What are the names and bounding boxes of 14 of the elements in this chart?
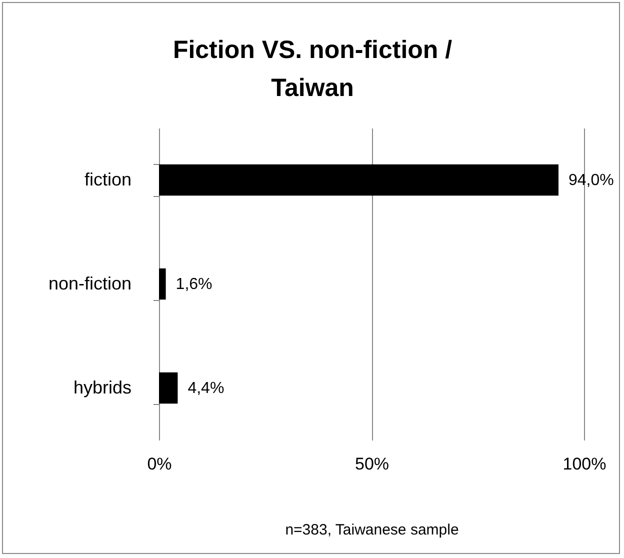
text: n=383, Taiwanese sample xyxy=(285,522,459,538)
x-tick-label: 0% xyxy=(147,454,172,474)
chart-title: Fiction VS. non-fiction / Taiwan xyxy=(172,36,452,102)
bar xyxy=(159,268,166,300)
y-tick-label: fiction xyxy=(84,170,132,190)
x-tick-label: 50% xyxy=(354,454,390,474)
data-label: 1,6% xyxy=(176,276,212,293)
data-label: 4,4% xyxy=(188,380,224,397)
bar xyxy=(159,372,178,404)
data-label: 94,0% xyxy=(568,172,614,189)
y-tick-label: hybrids xyxy=(73,378,132,398)
x-tick-label: 100% xyxy=(562,454,606,474)
bar xyxy=(159,164,558,196)
y-tick-label: non-fiction xyxy=(48,274,132,294)
